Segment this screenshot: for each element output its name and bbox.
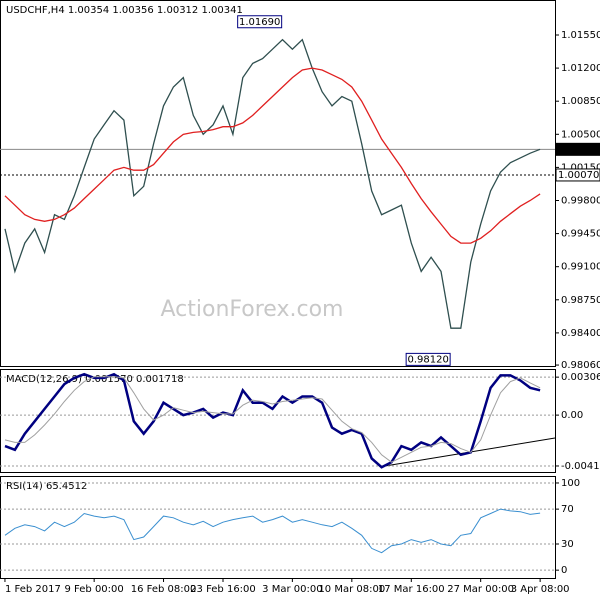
series-line — [4, 508, 541, 554]
annotation-box — [237, 15, 283, 29]
x-tick-label: 16 Feb 08:00 — [131, 584, 197, 595]
y-tick-label: 0.003063 — [561, 372, 600, 383]
panel-title: RSI(14) 65.4512 — [6, 481, 87, 492]
x-tick-label: 27 Mar 00:00 — [447, 584, 514, 595]
price-panel — [0, 0, 556, 367]
watermark: ActionForex.com — [161, 297, 344, 322]
y-tick-label: 30 — [561, 539, 574, 550]
y-tick-label: 0.99100 — [561, 262, 600, 273]
series-line — [4, 372, 541, 469]
y-tick-label: 0.99800 — [561, 195, 600, 206]
x-tick-label: 23 Feb 16:00 — [190, 584, 256, 595]
macd-panel — [0, 369, 556, 473]
level-box — [555, 168, 600, 182]
y-tick-label: 0.00 — [561, 410, 583, 421]
y-tick-label: 1.00850 — [561, 96, 600, 107]
x-tick-label: 3 Apr 08:00 — [511, 584, 570, 595]
rsi-panel — [0, 476, 556, 579]
panel-title: USDCHF,H4 1.00354 1.00356 1.00312 1.0034… — [6, 5, 243, 16]
y-tick-label: 0.98060 — [561, 360, 600, 371]
y-tick-label: 0 — [561, 565, 567, 576]
y-tick-label: 1.01550 — [561, 30, 600, 41]
level-box — [555, 142, 600, 156]
series-line — [4, 376, 541, 463]
x-tick-label: 10 Mar 08:00 — [318, 584, 385, 595]
y-tick-label: 1.00500 — [561, 129, 600, 140]
level-label: 1.00341 — [558, 144, 599, 155]
y-tick-label: 100 — [561, 478, 580, 489]
series-line — [4, 67, 541, 244]
panel-title: MACD(12,26,9) 0.001570 0.001718 — [6, 374, 184, 385]
x-tick-label: 17 Mar 16:00 — [378, 584, 445, 595]
y-tick-label: 1.00150 — [561, 162, 600, 173]
x-tick-label: 9 Feb 00:00 — [65, 584, 124, 595]
level-label: 1.00070 — [558, 170, 599, 181]
y-tick-label: 70 — [561, 504, 574, 515]
annotation-box — [405, 352, 451, 366]
y-tick-label: 1.01200 — [561, 63, 600, 74]
annotation-label: 1.01690 — [239, 17, 280, 28]
y-tick-label: 0.99450 — [561, 229, 600, 240]
y-tick-label: 0.98750 — [561, 295, 600, 306]
y-tick-label: 0.98400 — [561, 328, 600, 339]
annotation-label: 0.98120 — [407, 354, 448, 365]
x-tick-label: 3 Mar 00:00 — [262, 584, 322, 595]
x-tick-label: 1 Feb 2017 — [5, 584, 61, 595]
y-tick-label: -0.004104 — [561, 461, 600, 472]
series-line — [4, 38, 541, 329]
